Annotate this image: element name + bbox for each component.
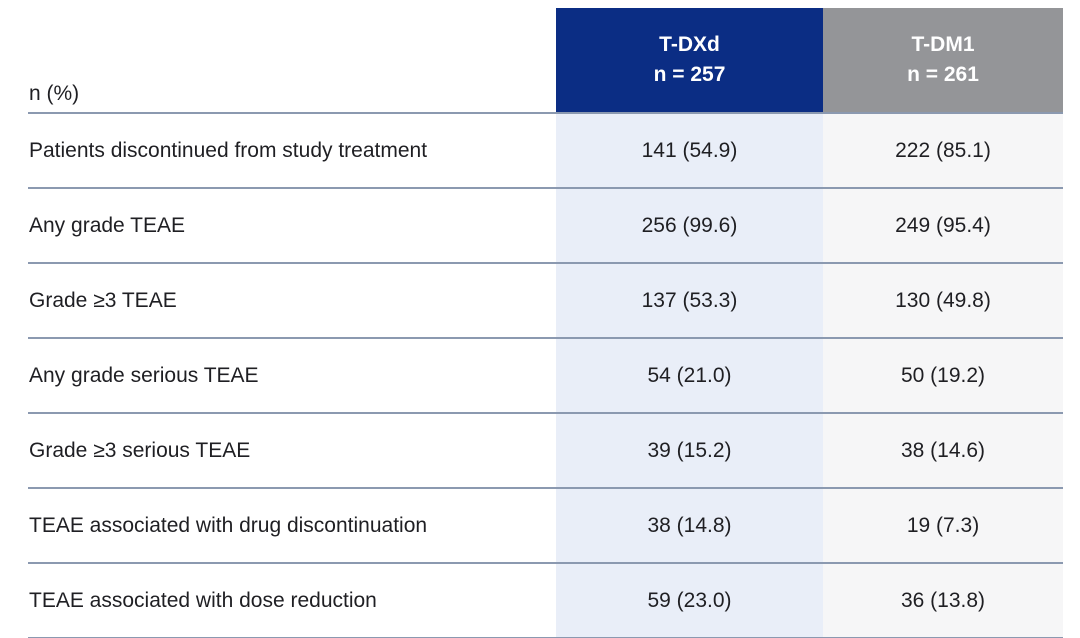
value-cell-tdm1: 19 (7.3) xyxy=(823,489,1063,562)
table-header-row: n (%) T-DXd n = 257 T-DM1 n = 261 xyxy=(28,8,1063,114)
row-label: Grade ≥3 TEAE xyxy=(28,264,556,337)
column-header-tdm1: T-DM1 n = 261 xyxy=(823,8,1063,112)
table-row: Grade ≥3 serious TEAE 39 (15.2) 38 (14.6… xyxy=(28,414,1063,489)
value-cell-tdm1: 130 (49.8) xyxy=(823,264,1063,337)
column-header-tdm1-title: T-DM1 xyxy=(911,32,975,56)
column-header-tdxd-n: n = 257 xyxy=(653,63,726,86)
value-cell-tdxd: 141 (54.9) xyxy=(556,114,823,187)
value-cell-tdm1: 222 (85.1) xyxy=(823,114,1063,187)
row-label: Any grade serious TEAE xyxy=(28,339,556,412)
row-label: TEAE associated with dose reduction xyxy=(28,564,556,637)
row-label: Any grade TEAE xyxy=(28,189,556,262)
adverse-events-table: n (%) T-DXd n = 257 T-DM1 n = 261 Patien… xyxy=(28,8,1063,638)
value-cell-tdm1: 249 (95.4) xyxy=(823,189,1063,262)
row-label: Patients discontinued from study treatme… xyxy=(28,114,556,187)
table-row: Any grade serious TEAE 54 (21.0) 50 (19.… xyxy=(28,339,1063,414)
table-row: Any grade TEAE 256 (99.6) 249 (95.4) xyxy=(28,189,1063,264)
table-row: Patients discontinued from study treatme… xyxy=(28,114,1063,189)
row-label: Grade ≥3 serious TEAE xyxy=(28,414,556,487)
row-label: TEAE associated with drug discontinuatio… xyxy=(28,489,556,562)
column-header-tdxd: T-DXd n = 257 xyxy=(556,8,823,112)
corner-unit-label: n (%) xyxy=(28,8,556,112)
value-cell-tdxd: 256 (99.6) xyxy=(556,189,823,262)
table-row: TEAE associated with drug discontinuatio… xyxy=(28,489,1063,564)
value-cell-tdm1: 38 (14.6) xyxy=(823,414,1063,487)
value-cell-tdxd: 39 (15.2) xyxy=(556,414,823,487)
value-cell-tdxd: 59 (23.0) xyxy=(556,564,823,637)
table-row: TEAE associated with dose reduction 59 (… xyxy=(28,564,1063,638)
value-cell-tdxd: 54 (21.0) xyxy=(556,339,823,412)
table-row: Grade ≥3 TEAE 137 (53.3) 130 (49.8) xyxy=(28,264,1063,339)
value-cell-tdxd: 137 (53.3) xyxy=(556,264,823,337)
value-cell-tdxd: 38 (14.8) xyxy=(556,489,823,562)
column-header-tdxd-title: T-DXd xyxy=(659,32,720,56)
value-cell-tdm1: 50 (19.2) xyxy=(823,339,1063,412)
value-cell-tdm1: 36 (13.8) xyxy=(823,564,1063,637)
column-header-tdm1-n: n = 261 xyxy=(907,63,979,86)
